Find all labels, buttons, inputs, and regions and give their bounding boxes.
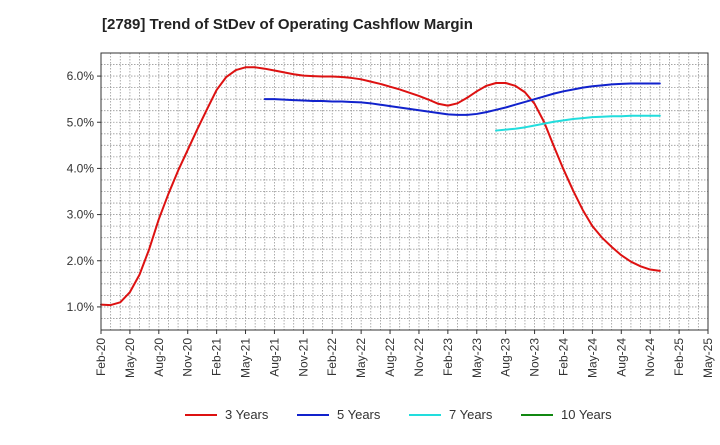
y-tick-label: 4.0%: [67, 161, 95, 175]
x-tick-label: Feb-20: [94, 338, 108, 376]
x-tick-label: Nov-22: [412, 338, 426, 377]
x-tick-label: May-21: [239, 338, 253, 378]
y-axis: 1.0% 2.0% 3.0% 4.0% 5.0% 6.0%: [67, 69, 101, 314]
x-tick-label: Feb-22: [325, 338, 339, 376]
x-tick-label: Nov-23: [528, 338, 542, 377]
y-tick-label: 5.0%: [67, 115, 95, 129]
series-line-7-years: [495, 114, 661, 132]
x-tick-label: Feb-21: [210, 338, 224, 376]
y-tick-label: 6.0%: [67, 69, 95, 83]
x-tick-label: Aug-22: [383, 338, 397, 377]
plot-frame: [100, 52, 709, 331]
x-tick-label: Feb-23: [441, 338, 455, 376]
legend-label-7-years: 7 Years: [449, 407, 493, 422]
x-tick-label: May-24: [585, 338, 599, 378]
series-line-5-years: [263, 82, 661, 116]
x-tick-label: May-25: [701, 338, 715, 378]
x-tick-label: Nov-24: [643, 338, 657, 377]
x-tick-label: May-20: [123, 338, 137, 378]
x-tick-label: May-22: [354, 338, 368, 378]
legend-label-3-years: 3 Years: [225, 407, 269, 422]
chart-title: [2789] Trend of StDev of Operating Cashf…: [102, 16, 473, 33]
legend-label-5-years: 5 Years: [337, 407, 381, 422]
x-tick-label: Nov-21: [296, 338, 310, 377]
series-layer: [100, 66, 661, 307]
x-tick-label: Aug-24: [614, 338, 628, 377]
x-tick-label: Feb-24: [556, 338, 570, 376]
series-line-3-years: [100, 66, 661, 307]
x-tick-label: May-23: [470, 338, 484, 378]
grid-layer: [101, 53, 708, 330]
x-tick-label: Aug-21: [267, 338, 281, 377]
y-tick-label: 2.0%: [67, 254, 95, 268]
x-tick-label: Feb-25: [672, 338, 686, 376]
x-tick-label: Nov-20: [181, 338, 195, 377]
x-tick-label: Aug-20: [152, 338, 166, 377]
x-axis: Feb-20 May-20 Aug-20 Nov-20 Feb-21 May-21 Aug-…: [94, 330, 715, 378]
x-tick-label: Aug-23: [499, 338, 513, 377]
y-tick-label: 1.0%: [67, 300, 95, 314]
y-tick-label: 3.0%: [67, 208, 95, 222]
legend-label-10-years: 10 Years: [561, 407, 612, 422]
legend: 3 Years 5 Years 7 Years 10 Years: [185, 407, 612, 422]
